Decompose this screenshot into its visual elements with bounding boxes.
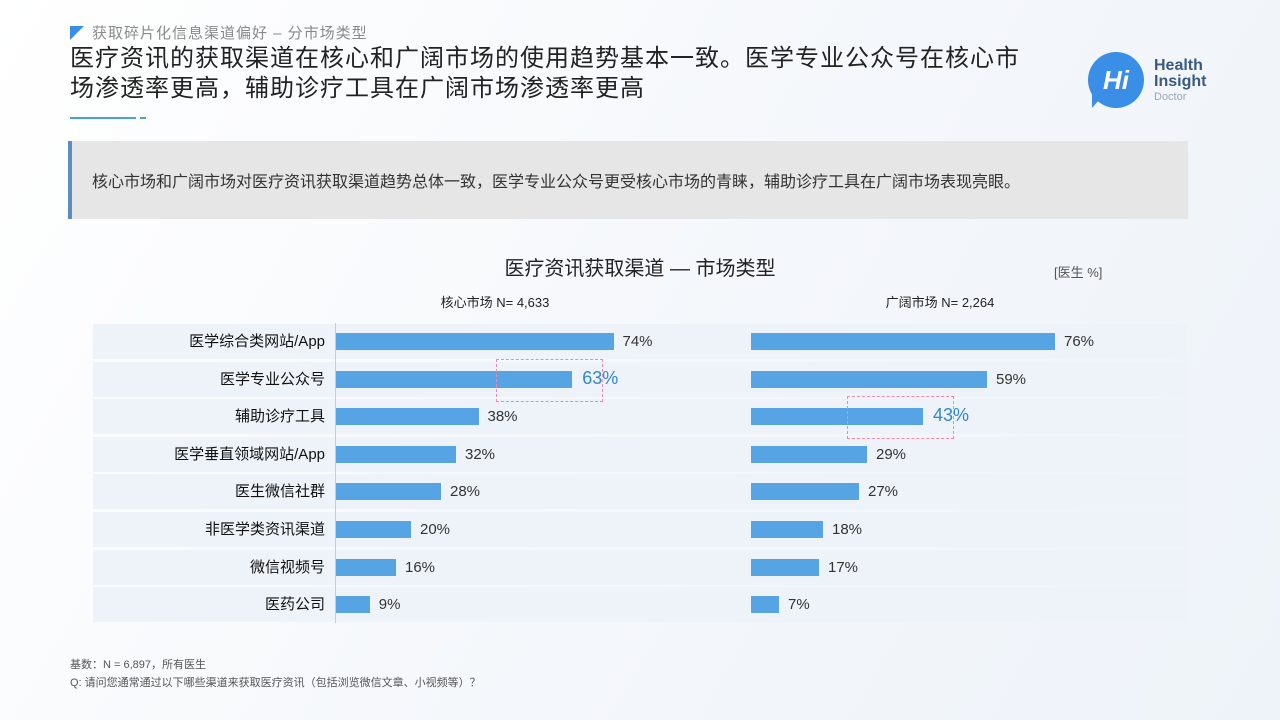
category-label: 医药公司: [264, 596, 325, 614]
data-label: 63%: [582, 367, 619, 388]
data-label: 9%: [378, 596, 401, 614]
section-tag-text: 获取碎片化信息渠道偏好 – 分市场类型: [92, 25, 368, 42]
bar-broad: [751, 370, 987, 388]
section-tag: 获取碎片化信息渠道偏好 – 分市场类型: [70, 22, 368, 43]
summary-box: 核心市场和广阔市场对医疗资讯获取渠道趋势总体一致，医学专业公众号更受核心市场的青…: [68, 141, 1188, 219]
category-label: 医学垂直领域网站/App: [174, 445, 325, 463]
category-label: 医学综合类网站/App: [189, 333, 325, 350]
bar-broad: [751, 445, 867, 463]
bar-core: [336, 558, 396, 576]
category-label: 微信视频号: [249, 558, 325, 576]
page-title-line1: 医疗资讯的获取渠道在核心和广阔市场的使用趋势基本一致。医学专业公众号在核心市: [70, 45, 1020, 72]
category-axis-line: [335, 323, 336, 623]
health-insight-logo: Hi Health Insight Doctor: [1088, 52, 1218, 112]
panel-header-core: 核心市场 N= 4,633: [440, 295, 550, 310]
data-label: 76%: [1064, 333, 1095, 350]
highlight-box: [496, 358, 604, 402]
footnote-base: 基数：N = 6,897，所有医生: [70, 659, 207, 671]
chart-row-background: [93, 361, 1187, 397]
footnote-question: Q: 请问您通常通过以下哪些渠道来获取医疗资讯（包括浏览微信文章、小视频等）？: [70, 677, 481, 689]
chart-row-background: [93, 399, 1187, 435]
data-label: 28%: [450, 483, 481, 501]
logo-mark: Hi: [1088, 52, 1144, 108]
bar-broad: [751, 483, 859, 501]
chart-row-background: [93, 436, 1187, 472]
data-label: 20%: [420, 521, 451, 538]
bar-broad: [751, 408, 923, 426]
bar-core: [336, 370, 573, 388]
data-label: 38%: [487, 408, 518, 426]
data-label: 29%: [876, 445, 907, 463]
bar-core: [336, 483, 441, 501]
page-title: 医疗资讯的获取渠道在核心和广阔市场的使用趋势基本一致。医学专业公众号在核心市 场…: [70, 44, 1070, 104]
bar-core: [336, 333, 614, 350]
bar-core: [336, 521, 411, 538]
bar-core: [336, 596, 370, 614]
bar-broad: [751, 521, 823, 538]
category-label: 辅助诊疗工具: [234, 408, 325, 426]
summary-text: 核心市场和广阔市场对医疗资讯获取渠道趋势总体一致，医学专业公众号更受核心市场的青…: [92, 174, 1021, 191]
data-label: 18%: [832, 521, 863, 538]
data-label: 32%: [465, 445, 496, 463]
category-label: 医生微信社群: [234, 483, 325, 501]
title-underline-dot: [140, 117, 146, 119]
data-label: 7%: [788, 596, 810, 614]
bar-broad: [751, 596, 779, 614]
logo-text-insight: Insight: [1154, 73, 1207, 90]
data-label: 74%: [622, 333, 653, 350]
panel-header-broad: 广阔市场 N= 2,264: [885, 295, 995, 310]
category-label: 医学专业公众号: [219, 370, 325, 388]
chart-row-background: [93, 512, 1187, 547]
bar-broad: [751, 558, 819, 576]
bar-core: [336, 408, 479, 426]
logo-text-health: Health: [1154, 57, 1203, 74]
chart-row-background: [93, 474, 1187, 510]
category-label: 非医学类资讯渠道: [204, 521, 325, 538]
chart-unit: [医生 %]: [1054, 265, 1103, 280]
data-label: 17%: [828, 558, 859, 576]
data-label: 16%: [405, 558, 436, 576]
title-underline: [70, 117, 136, 119]
data-label: 27%: [868, 483, 899, 501]
data-label: 43%: [933, 405, 970, 426]
page-title-line2: 场渗透率更高，辅助诊疗工具在广阔市场渗透率更高: [70, 75, 645, 102]
logo-text-doctor: Doctor: [1154, 91, 1187, 103]
bar-core: [336, 445, 456, 463]
bar-broad: [751, 333, 1055, 350]
chart-title: 医疗资讯获取渠道 — 市场类型: [504, 258, 776, 280]
chart-row-background: [93, 549, 1187, 585]
chart-row-background: [93, 587, 1187, 623]
triangle-icon: [70, 25, 84, 40]
data-label: 59%: [996, 370, 1027, 388]
highlight-box: [847, 396, 954, 440]
